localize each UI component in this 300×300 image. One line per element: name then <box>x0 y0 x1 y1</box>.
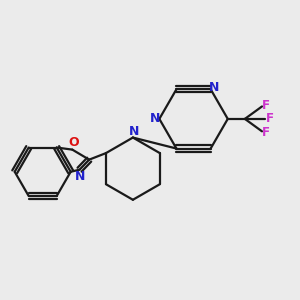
Text: N: N <box>75 170 86 183</box>
Text: N: N <box>129 125 140 139</box>
Text: F: F <box>262 126 270 139</box>
Text: F: F <box>262 99 270 112</box>
Text: N: N <box>149 112 160 125</box>
Text: O: O <box>68 136 79 149</box>
Text: N: N <box>209 81 220 94</box>
Text: F: F <box>266 112 273 125</box>
